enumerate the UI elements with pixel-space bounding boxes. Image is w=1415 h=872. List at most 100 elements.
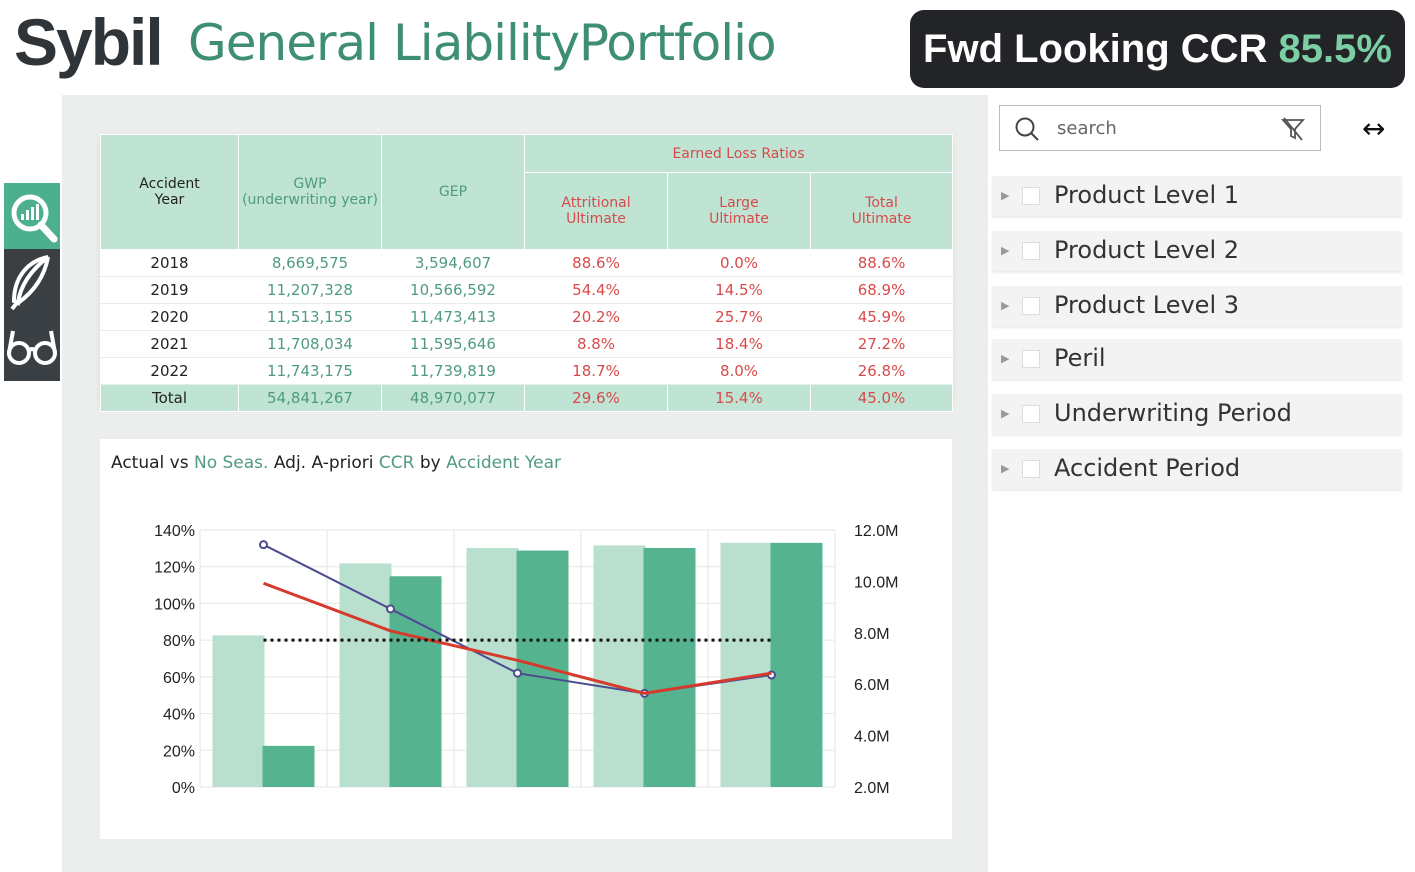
filter-label: Product Level 1: [1054, 181, 1240, 209]
glasses-icon[interactable]: [4, 315, 60, 381]
cell-gep: 3,594,607: [381, 249, 525, 277]
cell-total: 88.6%: [809, 249, 954, 277]
cell-year: 2019: [100, 276, 239, 304]
cell-total: 68.9%: [809, 276, 954, 304]
filter-checkbox[interactable]: [1022, 350, 1040, 368]
y-left-tick-label: 80%: [163, 633, 195, 650]
y-right-tick-label: 2.0M: [854, 780, 890, 797]
table-row: 2020 11,513,155 11,473,413 20.2% 25.7% 45.9%: [100, 303, 954, 331]
filter-label: Peril: [1054, 344, 1106, 372]
chart-title: Actual vs No Seas. Adj. A-priori CCR by …: [111, 453, 561, 473]
cell-large: 14.5%: [667, 276, 811, 304]
expand-arrows-icon[interactable]: ↔: [1362, 112, 1386, 145]
table-total-row: Total 54,841,267 48,970,077 29.6% 15.4% …: [100, 384, 954, 412]
feather-icon[interactable]: [4, 249, 60, 315]
y-left-tick-label: 100%: [154, 596, 195, 613]
cell-gwp: 8,669,575: [238, 249, 382, 277]
total-year: Total: [100, 384, 239, 412]
bar-gep: [262, 745, 315, 787]
expand-triangle-icon[interactable]: ▶: [1001, 244, 1010, 257]
filter-checkbox[interactable]: [1022, 405, 1040, 423]
bar-gwp: [466, 547, 519, 787]
cell-gwp: 11,207,328: [238, 276, 382, 304]
bar-gwp: [593, 545, 646, 787]
cell-attritional: 8.8%: [524, 330, 668, 358]
y-left-tick-label: 140%: [154, 523, 195, 540]
bar-gwp: [720, 542, 773, 787]
cell-gep: 11,473,413: [381, 303, 525, 331]
total-gwp: 54,841,267: [238, 384, 382, 412]
cell-large: 25.7%: [667, 303, 811, 331]
col-header-gwp: GWP (underwriting year): [238, 134, 382, 250]
filter-item[interactable]: ▶ Product Level 3: [992, 286, 1402, 326]
y-left-tick-label: 60%: [163, 670, 195, 687]
cell-attritional: 20.2%: [524, 303, 668, 331]
cell-total: 27.2%: [809, 330, 954, 358]
y-left-tick-label: 20%: [163, 743, 195, 760]
filter-label: Underwriting Period: [1054, 399, 1292, 427]
table-row: 2019 11,207,328 10,566,592 54.4% 14.5% 68.9%: [100, 276, 954, 304]
cell-gwp: 11,708,034: [238, 330, 382, 358]
ccr-chart: 0% 20% 40% 60% 80% 100% 120% 140% 2.0M 4.0M 6.0M 8.…: [154, 523, 898, 797]
bar-gep: [516, 550, 569, 787]
bar-gep: [643, 547, 696, 787]
y-left-tick-label: 120%: [154, 560, 195, 577]
cell-large: 0.0%: [667, 249, 811, 277]
clear-filter-icon[interactable]: [1280, 116, 1306, 142]
filter-item[interactable]: ▶ Underwriting Period: [992, 394, 1402, 434]
bar-gep: [389, 576, 442, 787]
filter-checkbox[interactable]: [1022, 187, 1040, 205]
search-input[interactable]: search: [1057, 118, 1117, 139]
filter-label: Product Level 3: [1054, 291, 1240, 319]
expand-triangle-icon[interactable]: ▶: [1001, 407, 1010, 420]
y-left-tick-label: 0%: [172, 780, 195, 797]
bar-gwp: [339, 563, 392, 787]
total-total: 45.0%: [809, 384, 954, 412]
filter-item[interactable]: ▶ Accident Period: [992, 449, 1402, 489]
bar-gwp: [212, 635, 265, 787]
filter-item[interactable]: ▶ Product Level 2: [992, 231, 1402, 271]
cell-year: 2021: [100, 330, 239, 358]
bar-gep: [770, 542, 823, 787]
expand-triangle-icon[interactable]: ▶: [1001, 462, 1010, 475]
col-header-large: Large Ultimate: [667, 172, 811, 250]
search-box[interactable]: search: [999, 105, 1321, 151]
cell-attritional: 88.6%: [524, 249, 668, 277]
ccr-label: Fwd Looking CCR: [923, 27, 1268, 71]
loss-ratio-table: Accident Year GWP (underwriting year) GEP …: [100, 134, 954, 412]
cell-gwp: 11,513,155: [238, 303, 382, 331]
y-right-tick-label: 4.0M: [854, 729, 890, 746]
cell-gwp: 11,743,175: [238, 357, 382, 385]
chart-panel: Actual vs No Seas. Adj. A-priori CCR by …: [100, 439, 952, 839]
filter-item[interactable]: ▶ Product Level 1: [992, 176, 1402, 216]
scrollbar[interactable]: [1406, 95, 1415, 872]
filter-checkbox[interactable]: [1022, 297, 1040, 315]
series-line-a-priori-ccr: [262, 581, 772, 695]
ccr-value: 85.5%: [1278, 27, 1392, 71]
y-left-tick-label: 40%: [163, 707, 195, 724]
expand-triangle-icon[interactable]: ▶: [1001, 352, 1010, 365]
cell-gep: 11,595,646: [381, 330, 525, 358]
cell-large: 8.0%: [667, 357, 811, 385]
cell-total: 26.8%: [809, 357, 954, 385]
y-right-tick-label: 6.0M: [854, 677, 890, 694]
table-row: 2018 8,669,575 3,594,607 88.6% 0.0% 88.6%: [100, 249, 954, 277]
analytics-search-icon[interactable]: [4, 183, 60, 249]
filter-checkbox[interactable]: [1022, 460, 1040, 478]
filter-checkbox[interactable]: [1022, 242, 1040, 260]
filter-item[interactable]: ▶ Peril: [992, 339, 1402, 379]
expand-triangle-icon[interactable]: ▶: [1001, 189, 1010, 202]
cell-year: 2020: [100, 303, 239, 331]
cell-large: 18.4%: [667, 330, 811, 358]
line-point: [513, 668, 522, 678]
page-title: General LiabilityPortfolio: [188, 14, 777, 72]
line-point: [386, 604, 395, 614]
col-header-attritional: Attritional Ultimate: [524, 172, 668, 250]
loss-ratio-table-panel: Accident Year GWP (underwriting year) GEP …: [100, 134, 954, 412]
col-header-earned-loss-ratios: Earned Loss Ratios: [523, 134, 954, 173]
total-large: 15.4%: [667, 384, 811, 412]
app-logo: Sybil: [14, 5, 164, 79]
cell-year: 2018: [100, 249, 239, 277]
expand-triangle-icon[interactable]: ▶: [1001, 299, 1010, 312]
cell-gep: 11,739,819: [381, 357, 525, 385]
